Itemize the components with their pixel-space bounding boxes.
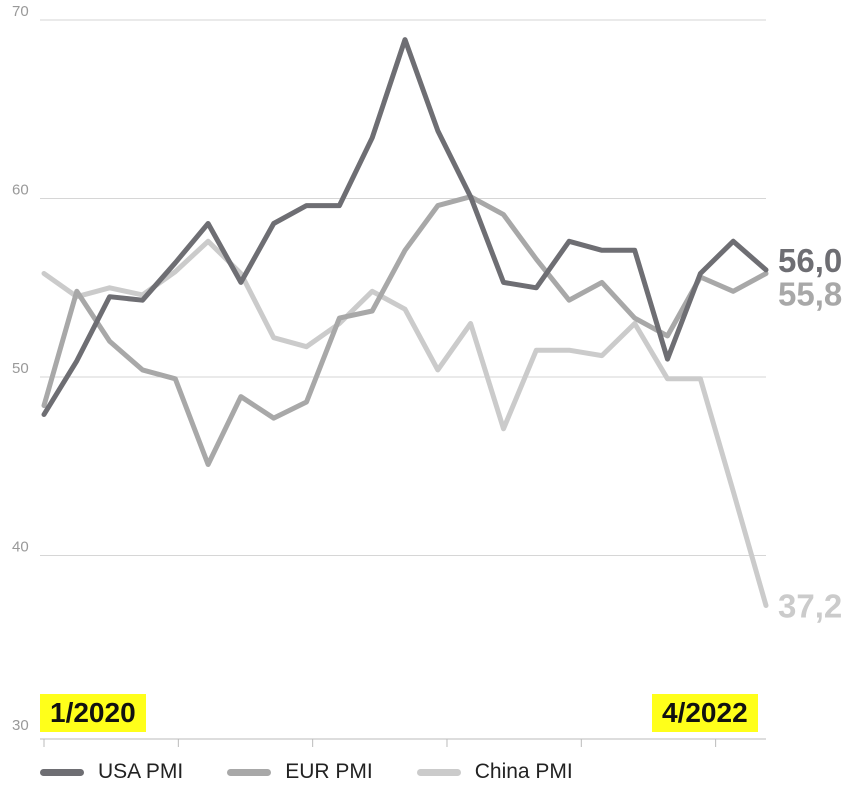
series-line-usa-pmi [41, 37, 769, 417]
legend-swatch-china [416, 768, 461, 776]
legend-swatch-eur [227, 768, 272, 776]
end-value-labels: 56,055,8 37,2 [778, 242, 842, 625]
legend-label-usa: USA PMI [98, 760, 184, 783]
legend: USA PMI EUR PMI China PMI [40, 760, 573, 784]
end-label-usa-pmi: 56,0 [778, 242, 842, 279]
legend-item-china: China PMI [416, 760, 573, 784]
end-label-eur-pmi: 55,8 [778, 275, 842, 312]
y-axis-ticks: 30 40 50 60 70 [12, 3, 29, 734]
series-lines [41, 37, 769, 608]
end-label-china-pmi: 37,2 [778, 587, 842, 624]
series-line-china-pmi [41, 238, 769, 608]
y-tick-label-60: 60 [12, 182, 29, 199]
series-line-eur-pmi [41, 194, 769, 467]
start-date-badge: 1/2020 [40, 694, 146, 732]
legend-label-eur: EUR PMI [285, 760, 373, 783]
y-tick-label-70: 70 [12, 3, 29, 20]
end-date-badge: 4/2022 [652, 694, 758, 732]
y-tick-label-40: 40 [12, 539, 29, 556]
legend-swatch-usa [40, 768, 84, 776]
x-axis [40, 738, 766, 747]
legend-item-eur: EUR PMI [227, 760, 373, 784]
y-tick-label-50: 50 [12, 360, 29, 377]
legend-item-usa: USA PMI [40, 760, 183, 784]
y-tick-label-30: 30 [12, 717, 29, 734]
legend-label-china: China PMI [474, 760, 573, 783]
